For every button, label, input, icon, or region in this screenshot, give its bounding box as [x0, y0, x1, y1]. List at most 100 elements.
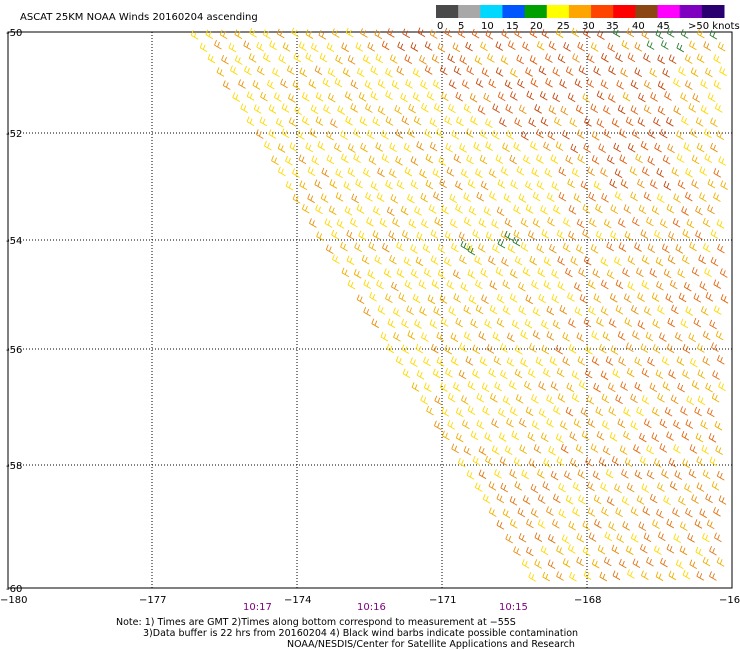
wind-barb — [702, 242, 711, 253]
wind-barb — [682, 229, 691, 239]
wind-barb — [529, 55, 538, 65]
wind-barb — [434, 395, 442, 406]
legend-swatch — [591, 5, 614, 18]
wind-barb — [705, 292, 714, 302]
wind-barb — [589, 217, 597, 228]
wind-barb — [640, 229, 649, 239]
wind-barb — [424, 65, 433, 75]
wind-barb — [234, 55, 243, 65]
wind-barb — [466, 65, 475, 75]
wind-barb — [672, 507, 680, 518]
wind-barb — [453, 382, 461, 392]
wind-barb — [574, 78, 583, 89]
wind-barb — [636, 267, 644, 278]
wind-barb — [684, 54, 693, 64]
wind-barb — [665, 293, 674, 303]
wind-barb — [678, 496, 686, 506]
wind-barb — [608, 93, 616, 103]
wind-barb — [504, 445, 513, 455]
wind-barb — [600, 279, 609, 290]
wind-barb — [389, 142, 397, 153]
wind-barb — [634, 242, 642, 252]
wind-barb — [457, 28, 466, 38]
wind-barb — [365, 192, 373, 202]
wind-barb — [545, 53, 553, 63]
wind-barb — [606, 269, 615, 280]
wind-barb — [475, 279, 483, 290]
wind-barb — [561, 534, 570, 544]
wind-barb — [452, 42, 461, 53]
wind-barb — [479, 154, 488, 165]
wind-barb — [667, 254, 676, 265]
wind-barb — [650, 179, 658, 189]
legend-swatch — [679, 5, 703, 18]
wind-barb — [595, 203, 603, 214]
wind-barb — [363, 306, 371, 317]
wind-barb — [518, 305, 527, 315]
wind-barb — [703, 41, 711, 51]
wind-barb — [514, 28, 522, 39]
wind-barb — [669, 279, 678, 290]
wind-barb — [550, 154, 559, 164]
wind-barb — [408, 103, 416, 114]
wind-barb — [630, 393, 638, 404]
wind-barb — [562, 332, 570, 342]
wind-barb — [638, 92, 646, 103]
wind-barb — [314, 65, 323, 76]
wind-barb — [420, 395, 428, 405]
wind-barb — [574, 306, 583, 316]
wind-barb — [700, 79, 708, 89]
wind-barb — [598, 344, 607, 354]
wind-barb — [573, 418, 582, 429]
wind-barb — [596, 430, 605, 441]
wind-barb — [353, 128, 361, 138]
wind-barb — [551, 269, 559, 279]
wind-barb — [444, 256, 452, 267]
wind-barb — [617, 418, 626, 429]
wind-barb — [634, 356, 642, 367]
wind-barb — [455, 91, 464, 102]
wind-barb — [570, 256, 579, 266]
wind-barb — [478, 218, 487, 228]
wind-barb — [696, 142, 705, 153]
wind-barb — [610, 230, 618, 241]
wind-barb — [657, 54, 665, 65]
wind-barb — [661, 469, 669, 479]
wind-barb — [541, 344, 550, 355]
wind-barb — [322, 77, 331, 88]
wind-barb — [425, 179, 434, 190]
wind-barb — [472, 455, 481, 466]
wind-barb — [696, 456, 705, 466]
wind-barb — [641, 280, 650, 290]
legend-label: 30 — [582, 21, 595, 32]
wind-barb — [514, 255, 523, 266]
wind-barb — [433, 306, 441, 316]
wind-barb — [481, 67, 490, 78]
wind-barb — [298, 154, 307, 165]
wind-barb — [424, 41, 433, 51]
wind-barb — [693, 293, 702, 303]
wind-barb — [719, 268, 728, 278]
wind-barb — [607, 382, 616, 393]
wind-barb — [301, 203, 310, 214]
wind-barb — [450, 332, 459, 343]
wind-barb — [656, 508, 664, 519]
wind-barb — [610, 204, 619, 214]
legend-swatch — [657, 5, 681, 18]
wind-barb — [695, 117, 704, 127]
wind-barb — [702, 556, 711, 567]
wind-barb — [273, 92, 282, 102]
wind-barb — [553, 204, 561, 215]
wind-barb — [356, 294, 365, 305]
wind-barb — [647, 243, 656, 254]
wind-barb — [583, 317, 592, 328]
wind-barb — [699, 508, 707, 519]
wind-barb — [646, 556, 654, 567]
wind-barb — [698, 254, 706, 265]
wind-barb — [491, 130, 500, 140]
wind-barb — [716, 470, 725, 481]
wind-barb — [532, 218, 541, 228]
wind-barb — [665, 117, 674, 127]
wind-barb — [588, 305, 596, 316]
wind-barb — [389, 54, 398, 64]
